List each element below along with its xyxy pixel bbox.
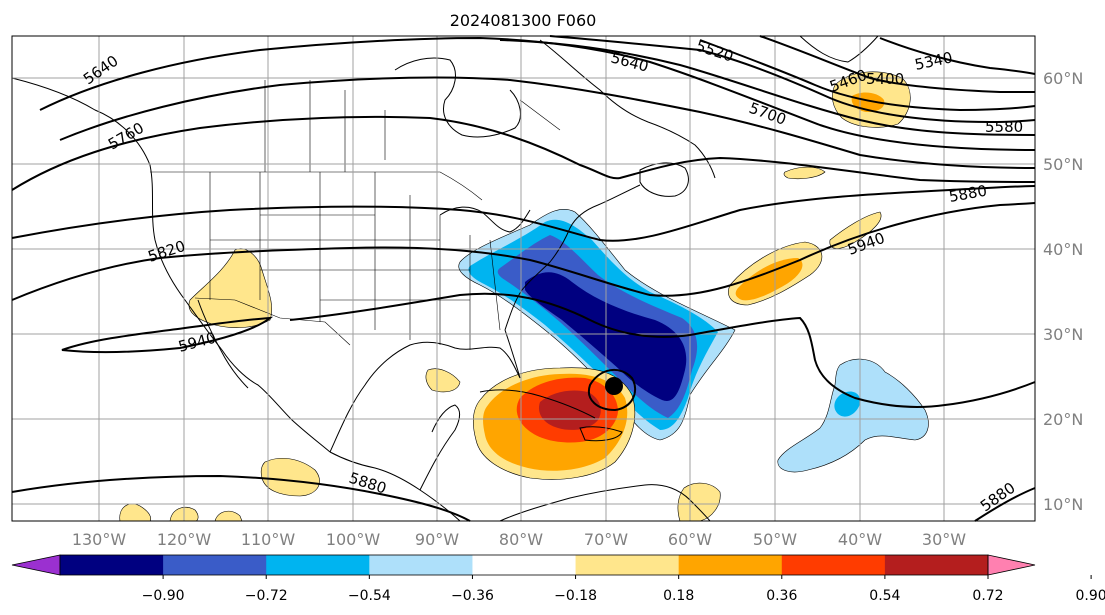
colorbar-tick-label: −0.36 — [451, 588, 494, 604]
colorbar-bin — [575, 555, 680, 575]
lon-label: 50°W — [753, 530, 797, 549]
contour-5880-bottom — [11, 474, 471, 522]
contour-5880 — [11, 202, 1036, 301]
longitude-axis: 130°W 120°W 110°W 100°W 90°W 80°W 70°W 6… — [72, 530, 966, 549]
colorbar-tick-label: −0.18 — [554, 588, 597, 604]
colorbar-tick-label: 0.36 — [766, 588, 797, 604]
colorbar-tick-label: 0.72 — [972, 588, 1003, 604]
newfoundland — [639, 162, 689, 197]
pos-anomaly-sa — [677, 482, 721, 522]
colorbar-tick-label: 0.90 — [1076, 588, 1105, 604]
lon-label: 130°W — [72, 530, 127, 549]
storm-center-icon — [605, 377, 623, 395]
lat-label: 30°N — [1043, 325, 1083, 344]
meridians — [98, 36, 945, 521]
contour-5940-closed — [61, 316, 274, 354]
contour-5820 — [11, 185, 1036, 242]
colorbar-bins — [60, 555, 989, 575]
lon-label: 70°W — [584, 530, 628, 549]
lon-label: 110°W — [241, 530, 296, 549]
parallels — [12, 77, 1035, 505]
colorbar-bin — [369, 555, 473, 575]
contour-label: 5580 — [985, 118, 1023, 136]
neg-anomaly-midatlantic — [777, 358, 929, 473]
graticule — [12, 36, 1035, 521]
colorbar-bin — [472, 555, 577, 575]
colorbar-tick-label: 0.54 — [869, 588, 900, 604]
lat-label: 20°N — [1043, 410, 1083, 429]
contour-5340 — [879, 37, 1036, 75]
yucatan — [419, 404, 460, 491]
colorbar-bin — [884, 555, 989, 575]
pos-anomaly-atlantic-core — [735, 258, 803, 301]
contour-5400 — [759, 35, 1035, 93]
lon-label: 80°W — [499, 530, 543, 549]
height-contours — [11, 35, 1036, 522]
lon-label: 120°W — [157, 530, 212, 549]
map-title: 2024081300 F060 — [450, 11, 597, 30]
lat-label: 50°N — [1043, 155, 1083, 174]
cuba — [479, 389, 596, 419]
colorbar-tick-label: −0.90 — [142, 588, 185, 604]
us-east-coast — [504, 184, 641, 331]
colorbar-ticks: −0.90 −0.72 −0.54 −0.36 −0.18 0.18 0.36 0.54 0.7… — [142, 575, 1105, 604]
lon-label: 40°W — [838, 530, 882, 549]
us-canada-border — [150, 171, 483, 201]
labrador-coast — [539, 39, 716, 179]
us-mexico-border — [194, 297, 351, 346]
latitude-axis: 60°N 50°N 40°N 30°N 20°N 10°N — [1043, 69, 1083, 514]
colorbar-tick-label: −0.72 — [245, 588, 288, 604]
colorbar-bin — [781, 555, 886, 575]
contour-5700 — [59, 76, 1036, 169]
contour-5460 — [699, 39, 1036, 112]
lat-label: 60°N — [1043, 69, 1083, 88]
colorbar-low-extend — [11, 554, 61, 576]
lon-label: 30°W — [922, 530, 966, 549]
colorbar-frame — [59, 554, 989, 576]
na-west-coast — [11, 77, 331, 453]
lon-label: 90°W — [415, 530, 459, 549]
pos-anomaly-pacific — [260, 457, 320, 497]
contour-5760 — [11, 115, 1036, 191]
colorbar-bin — [60, 555, 164, 575]
contour-5880-right — [974, 487, 1036, 522]
colorbar-tick-label: −0.54 — [348, 588, 391, 604]
political-borders — [150, 80, 561, 350]
state-lines — [209, 172, 501, 350]
baja-california — [197, 299, 249, 389]
colorbar-tick-label: 0.18 — [663, 588, 694, 604]
storm-contour — [587, 369, 637, 412]
south-america-coast — [499, 484, 711, 522]
pos-anomaly-ea — [783, 166, 826, 180]
pos-anomaly-gulf — [425, 368, 461, 393]
contour-5640 — [39, 36, 1036, 151]
greenland — [799, 35, 879, 63]
lon-label: 100°W — [326, 530, 381, 549]
gulf-coast — [329, 329, 521, 453]
lon-label: 60°W — [668, 530, 712, 549]
pos-anomaly-bottom — [119, 503, 243, 522]
canada-province-lines — [264, 80, 561, 172]
map-panel: 5640 5520 5340 5400 5460 5580 5700 5640 … — [11, 35, 1036, 522]
lat-label: 10°N — [1043, 495, 1083, 514]
colorbar-high-extend — [987, 554, 1036, 576]
colorbar-bin — [678, 555, 783, 575]
map-frame — [11, 35, 1036, 522]
colorbar-bin — [163, 555, 267, 575]
hispaniola — [579, 426, 623, 442]
contour-5580 — [499, 39, 1036, 136]
great-lakes — [439, 206, 531, 233]
colorbar-bin — [266, 555, 370, 575]
contour-5940 — [289, 292, 1036, 409]
lat-label: 40°N — [1043, 240, 1083, 259]
contour-label: 5400 — [866, 70, 904, 88]
colorbar: −0.90 −0.72 −0.54 −0.36 −0.18 0.18 0.36 0.54 0.7… — [11, 554, 1105, 604]
contour-5520 — [549, 35, 1036, 124]
